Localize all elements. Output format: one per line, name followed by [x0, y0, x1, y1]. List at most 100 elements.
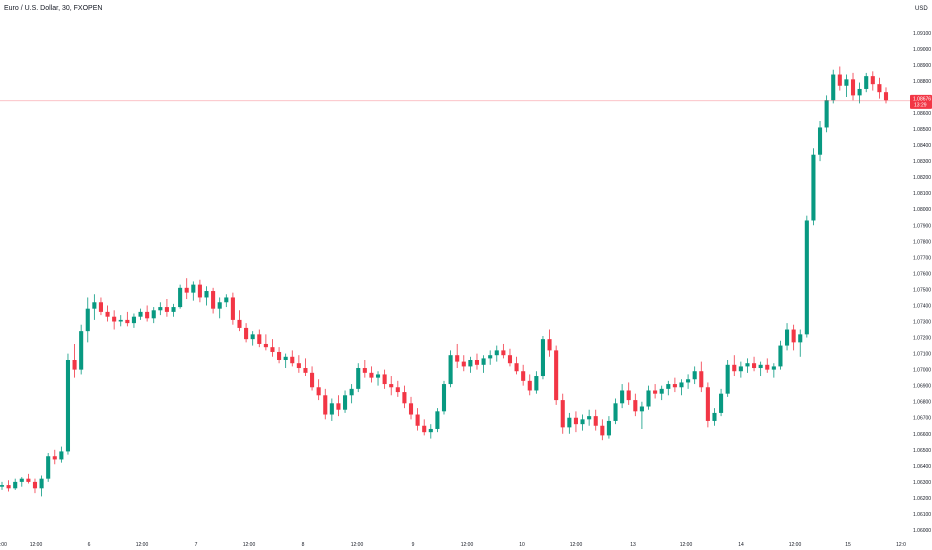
candle: [230, 292, 235, 325]
currency-label[interactable]: USD: [915, 6, 928, 12]
candle: [375, 371, 381, 386]
x-tick-label: 12:00: [351, 542, 364, 548]
candle: [26, 473, 31, 484]
candle: [540, 335, 546, 380]
candle: [567, 412, 572, 434]
candle-body: [217, 302, 222, 309]
candle-body: [237, 319, 242, 328]
candle: [811, 148, 816, 226]
candle-body: [79, 331, 84, 370]
candle: [118, 315, 123, 327]
candle: [6, 480, 11, 492]
candle-body: [408, 403, 414, 415]
y-tick-label: 1.09100: [913, 31, 931, 37]
candle: [732, 355, 737, 377]
y-tick-label: 1.06600: [913, 432, 931, 438]
time-axis[interactable]: 6:00 12:00 6 12:00 7 12:00 8 12:00 9 12:00 10 12:00…: [0, 542, 906, 548]
candle-body: [145, 311, 150, 319]
candle: [178, 284, 183, 309]
candle: [666, 380, 671, 396]
candle: [316, 379, 321, 401]
candle: [408, 396, 414, 420]
candle: [501, 343, 506, 359]
candle-body: [521, 371, 526, 381]
candle-body: [441, 384, 447, 412]
candle-body: [257, 334, 262, 344]
y-tick-label: 1.08300: [913, 159, 931, 165]
candle-body: [758, 364, 763, 369]
candle-body: [32, 481, 38, 489]
x-tick-label: 12:0: [896, 542, 906, 548]
x-tick-label: 12:00: [30, 542, 43, 548]
x-tick-label: 12:00: [789, 542, 802, 548]
candle-body: [244, 327, 249, 340]
candle-body: [356, 368, 361, 389]
candle-body: [158, 307, 163, 311]
candle-body: [817, 127, 823, 155]
candle: [362, 360, 367, 378]
candle: [461, 355, 466, 372]
candle: [217, 297, 222, 319]
candle-body: [507, 355, 513, 364]
x-tick-label: 12:00: [570, 542, 583, 548]
candle-body: [765, 364, 770, 370]
candle: [580, 414, 585, 431]
candle: [606, 416, 611, 439]
candle: [336, 395, 341, 417]
x-tick-label: 12:00: [461, 542, 474, 548]
candle: [283, 353, 288, 369]
candle-body: [263, 343, 268, 348]
candle-body: [224, 297, 229, 303]
candle-body: [831, 74, 836, 101]
candle: [488, 350, 493, 365]
candle-body: [745, 363, 750, 367]
candle: [197, 279, 202, 303]
price-tag-countdown: 13:29: [914, 102, 927, 108]
candle-body: [567, 417, 572, 428]
candle-body: [732, 364, 737, 372]
candle: [613, 398, 618, 425]
y-tick-label: 1.08800: [913, 79, 931, 85]
candle-body: [13, 481, 18, 489]
candle-body: [534, 376, 539, 391]
candle: [356, 363, 361, 393]
y-tick-label: 1.08900: [913, 63, 931, 69]
candle: [131, 313, 136, 328]
candle: [455, 343, 460, 369]
candle-body: [72, 360, 77, 370]
candle-body: [92, 302, 97, 309]
candle: [791, 324, 796, 351]
candles-layer: [0, 66, 889, 497]
y-tick-label: 1.07700: [913, 255, 931, 261]
candle: [672, 377, 677, 393]
candle: [171, 303, 176, 317]
y-tick-label: 1.06400: [913, 464, 931, 470]
candle: [65, 353, 71, 455]
candle-body: [211, 291, 216, 309]
candle-body: [725, 364, 730, 394]
candle-body: [402, 392, 407, 404]
candle: [758, 361, 763, 377]
candle-body: [39, 478, 44, 489]
candle: [765, 358, 770, 373]
candle: [494, 345, 499, 362]
candle-body: [540, 339, 546, 377]
price-axis[interactable]: 1.091001.090001.089001.088001.087001.086…: [913, 31, 931, 534]
candle: [844, 74, 849, 97]
candle-body: [501, 350, 506, 356]
y-tick-label: 1.06100: [913, 512, 931, 518]
candle-body: [600, 425, 605, 436]
candle-body: [481, 358, 486, 365]
candle: [79, 324, 84, 375]
candle: [738, 361, 743, 378]
candle: [415, 408, 420, 431]
candle: [39, 475, 44, 497]
candle-body: [6, 485, 11, 489]
candle: [587, 409, 592, 426]
candle: [105, 305, 110, 322]
candle: [145, 305, 150, 322]
candle-body: [573, 417, 578, 425]
candle: [323, 388, 328, 420]
candle-body: [468, 360, 473, 367]
